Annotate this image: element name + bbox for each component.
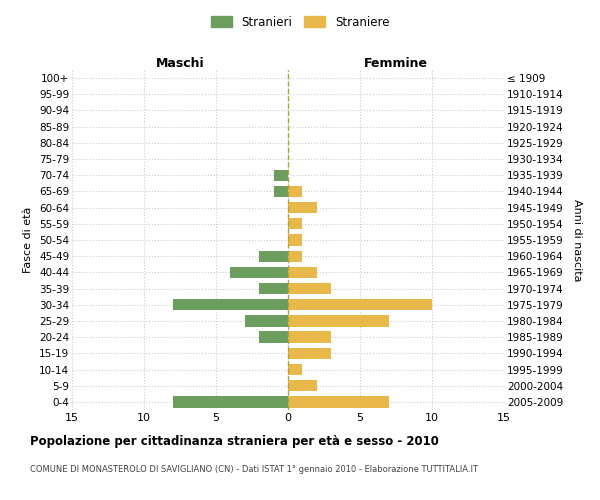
Bar <box>288 283 331 294</box>
Bar <box>288 364 302 375</box>
Y-axis label: Anni di nascita: Anni di nascita <box>572 198 582 281</box>
Bar <box>173 396 288 407</box>
Bar <box>288 218 302 230</box>
Bar <box>288 234 302 246</box>
Bar <box>259 250 288 262</box>
Bar <box>230 266 288 278</box>
Bar <box>259 283 288 294</box>
Bar <box>288 380 317 392</box>
Y-axis label: Fasce di età: Fasce di età <box>23 207 34 273</box>
Bar <box>288 250 302 262</box>
Bar <box>274 186 288 197</box>
Bar <box>288 202 317 213</box>
Bar <box>288 332 331 343</box>
Bar <box>288 396 389 407</box>
Bar <box>259 332 288 343</box>
Bar <box>288 186 302 197</box>
Bar <box>288 299 432 310</box>
Legend: Stranieri, Straniere: Stranieri, Straniere <box>206 11 394 34</box>
Bar <box>288 348 331 359</box>
Bar <box>245 316 288 326</box>
Text: Femmine: Femmine <box>364 57 428 70</box>
Bar <box>173 299 288 310</box>
Text: Popolazione per cittadinanza straniera per età e sesso - 2010: Popolazione per cittadinanza straniera p… <box>30 435 439 448</box>
Bar <box>288 266 317 278</box>
Bar <box>274 170 288 181</box>
Bar <box>288 316 389 326</box>
Text: COMUNE DI MONASTEROLO DI SAVIGLIANO (CN) - Dati ISTAT 1° gennaio 2010 - Elaboraz: COMUNE DI MONASTEROLO DI SAVIGLIANO (CN)… <box>30 465 478 474</box>
Text: Maschi: Maschi <box>155 57 205 70</box>
